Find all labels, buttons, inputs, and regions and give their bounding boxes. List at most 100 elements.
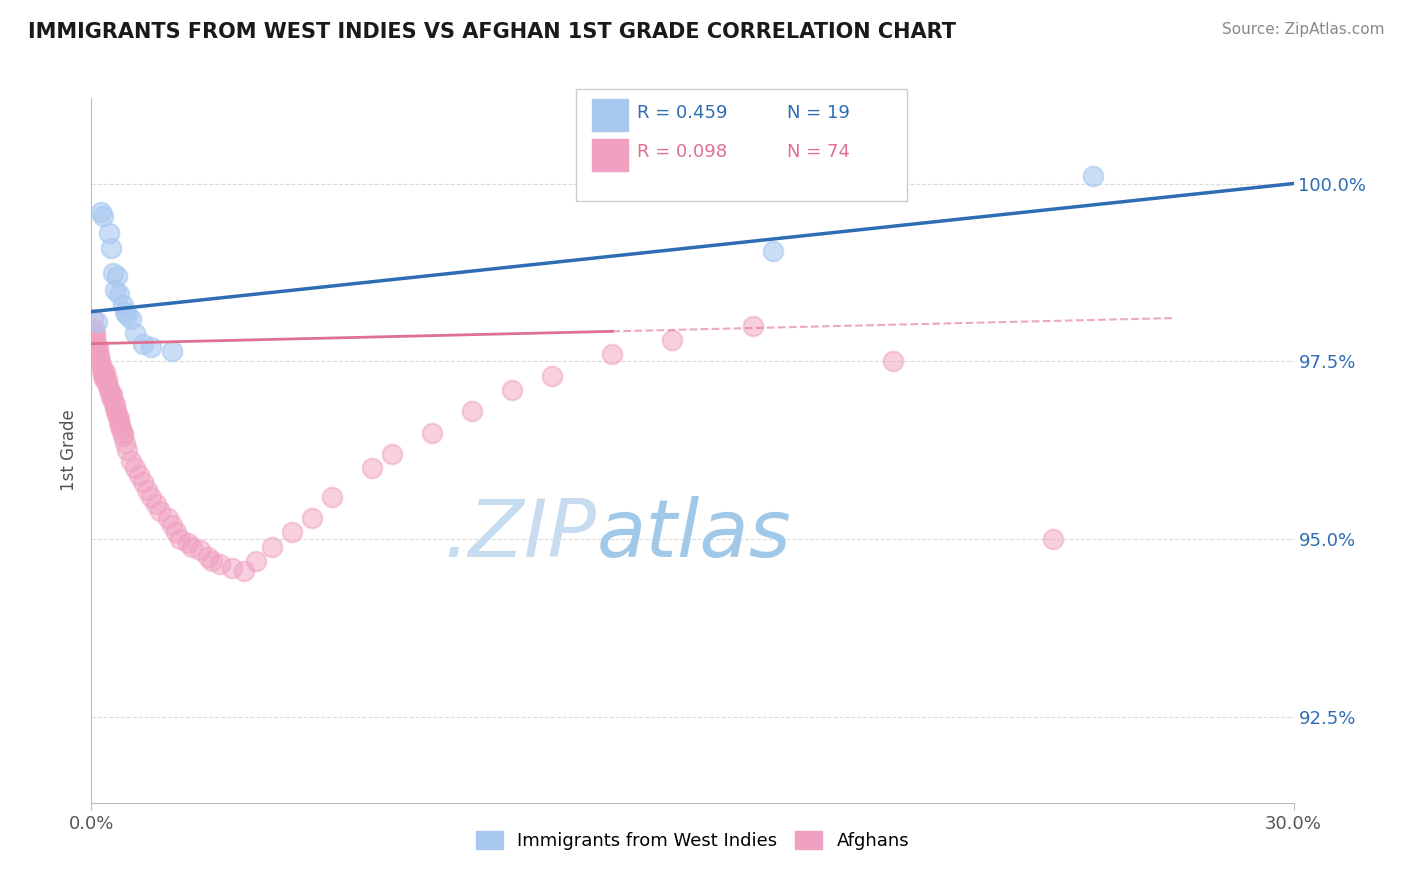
Point (741, 318, 763, 333)
Text: R = 0.459: R = 0.459 (637, 104, 727, 122)
Point (121, 311, 143, 326)
Point (103, 266, 125, 280)
Point (86, 343, 108, 358)
Point (124, 326, 146, 340)
Point (84, 336, 107, 351)
Text: Source: ZipAtlas.com: Source: ZipAtlas.com (1222, 22, 1385, 37)
Point (148, 504, 170, 518)
Point (301, 511, 323, 525)
Legend: Immigrants from West Indies, Afghans: Immigrants from West Indies, Afghans (468, 823, 917, 857)
Point (83, 326, 105, 340)
Point (114, 436, 136, 450)
Point (83, 322, 105, 336)
Point (90, 358, 112, 372)
Point (94, 365, 117, 379)
Point (84, 333, 107, 347)
Point (882, 354, 904, 368)
Point (107, 408, 129, 422)
Point (180, 540, 202, 554)
Text: .ZIP: .ZIP (443, 496, 596, 574)
Point (197, 550, 219, 565)
Point (602, 347, 624, 361)
Point (124, 461, 146, 475)
Point (501, 383, 523, 397)
Point (201, 554, 224, 568)
Point (420, 425, 443, 440)
Point (96, 372, 118, 386)
Point (260, 540, 283, 554)
Point (381, 447, 404, 461)
Point (541, 368, 564, 383)
Point (84, 329, 107, 343)
Point (461, 404, 484, 418)
Text: N = 74: N = 74 (787, 143, 851, 161)
Point (93, 372, 115, 386)
Point (208, 558, 231, 572)
Point (112, 429, 135, 443)
Point (108, 415, 131, 429)
Point (360, 461, 382, 475)
Point (93, 368, 115, 383)
Point (90, 205, 112, 219)
Point (86, 340, 108, 354)
Point (112, 297, 135, 311)
Point (121, 454, 143, 468)
Point (176, 536, 198, 550)
Point (128, 468, 150, 483)
Point (661, 333, 683, 347)
Text: atlas: atlas (596, 496, 792, 574)
Point (100, 386, 122, 401)
Point (110, 418, 132, 433)
Point (1083, 169, 1105, 184)
Text: N = 19: N = 19 (787, 104, 851, 122)
Point (105, 404, 128, 418)
Point (91, 365, 114, 379)
Text: IMMIGRANTS FROM WEST INDIES VS AFGHAN 1ST GRADE CORRELATION CHART: IMMIGRANTS FROM WEST INDIES VS AFGHAN 1S… (28, 22, 956, 42)
Point (165, 525, 187, 540)
Point (108, 286, 131, 301)
Point (762, 244, 785, 259)
Text: R = 0.098: R = 0.098 (637, 143, 727, 161)
Point (98, 227, 121, 241)
Point (141, 340, 163, 354)
Point (101, 386, 124, 401)
Point (160, 518, 183, 533)
Point (104, 283, 127, 297)
Point (87, 340, 110, 354)
Point (245, 554, 267, 568)
Point (132, 475, 155, 490)
Point (114, 304, 136, 318)
Point (281, 525, 304, 540)
Point (321, 490, 343, 504)
Point (188, 543, 211, 558)
Point (107, 268, 129, 283)
Point (111, 425, 134, 440)
Point (136, 483, 159, 497)
Point (89, 354, 111, 368)
Point (117, 443, 139, 458)
Point (89, 351, 111, 365)
Point (107, 411, 129, 425)
Point (104, 397, 127, 411)
Point (1042, 533, 1064, 547)
Point (100, 390, 122, 404)
Point (156, 511, 179, 525)
Point (160, 343, 183, 358)
Point (91, 361, 114, 376)
Point (87, 347, 110, 361)
Point (104, 401, 127, 415)
Point (145, 497, 167, 511)
Point (232, 565, 254, 579)
Point (86, 315, 108, 329)
Point (103, 393, 125, 408)
Point (98, 383, 121, 397)
Point (93, 209, 115, 223)
Point (96, 376, 118, 390)
Point (141, 490, 163, 504)
Point (169, 533, 191, 547)
Y-axis label: 1st Grade: 1st Grade (59, 409, 77, 491)
Point (110, 422, 132, 436)
Point (221, 561, 243, 575)
Point (97, 379, 120, 393)
Point (132, 336, 155, 351)
